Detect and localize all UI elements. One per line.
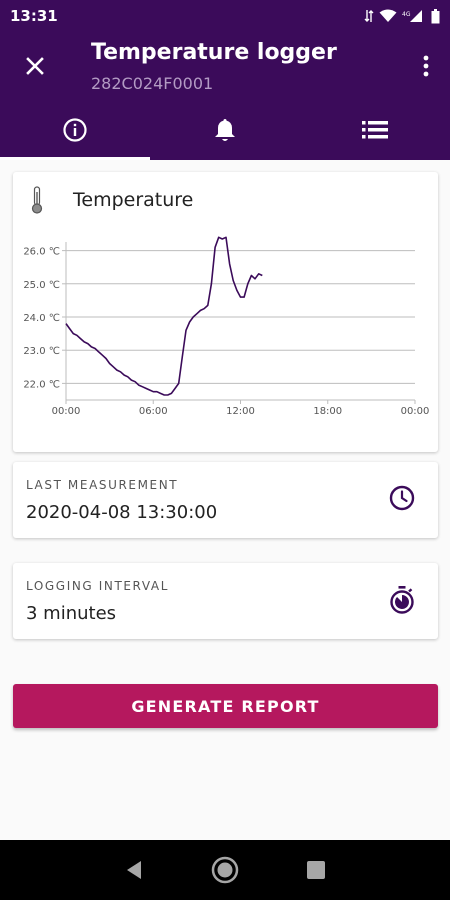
app-bar: Temperature logger 282C024F0001 xyxy=(0,32,450,100)
temperature-card: Temperature 22.0 ℃ 23.0 ℃ 24.0 ℃ 25.0 ℃ 26.0… xyxy=(13,172,438,452)
x-tick-label: 12:00 xyxy=(226,406,255,417)
more-vert-icon xyxy=(423,55,429,77)
close-icon xyxy=(26,57,44,75)
logging-interval-label: LOGGING INTERVAL xyxy=(26,579,169,593)
cell-signal-icon: 4G xyxy=(402,10,422,22)
y-tick-label: 24.0 ℃ xyxy=(23,313,60,324)
x-tick-label: 00:00 xyxy=(401,406,430,417)
generate-report-button[interactable]: GENERATE REPORT xyxy=(13,684,438,728)
temperature-series-line xyxy=(65,236,263,396)
logging-interval-card: LOGGING INTERVAL 3 minutes xyxy=(13,563,438,639)
thermometer-icon xyxy=(31,186,43,214)
device-id: 282C024F0001 xyxy=(91,74,214,93)
tab-info[interactable] xyxy=(0,100,150,160)
back-icon[interactable] xyxy=(123,859,145,881)
tab-bar xyxy=(0,100,450,160)
tab-log[interactable] xyxy=(300,100,450,160)
data-transfer-icon xyxy=(364,10,374,22)
logging-interval-value: 3 minutes xyxy=(26,603,117,624)
tab-alarms[interactable] xyxy=(150,100,300,160)
y-tick-label: 26.0 ℃ xyxy=(23,247,60,258)
x-tick-label: 18:00 xyxy=(313,406,342,417)
x-tick-label: 00:00 xyxy=(52,406,81,417)
clock-icon xyxy=(389,485,415,511)
last-measurement-value: 2020-04-08 13:30:00 xyxy=(26,502,218,523)
svg-text:4G: 4G xyxy=(402,11,411,18)
bell-icon xyxy=(215,119,235,141)
y-tick-label: 23.0 ℃ xyxy=(23,346,60,357)
x-tick-label: 06:00 xyxy=(139,406,168,417)
timer-icon xyxy=(390,586,414,614)
status-icons: 4G xyxy=(364,8,440,24)
wifi-icon xyxy=(379,9,397,22)
y-tick-label: 25.0 ℃ xyxy=(23,280,60,291)
status-bar: 13:31 4G xyxy=(0,0,450,32)
page-title: Temperature logger xyxy=(91,40,337,65)
recents-icon[interactable] xyxy=(305,859,327,881)
y-tick-label: 22.0 ℃ xyxy=(23,379,60,390)
close-button[interactable] xyxy=(20,51,50,81)
status-time: 13:31 xyxy=(10,7,58,25)
list-icon xyxy=(362,121,388,139)
info-icon xyxy=(63,118,87,142)
temperature-card-title: Temperature xyxy=(73,189,194,211)
navigation-bar xyxy=(0,840,450,900)
last-measurement-card: LAST MEASUREMENT 2020-04-08 13:30:00 xyxy=(13,462,438,538)
battery-icon xyxy=(431,8,440,23)
last-measurement-label: LAST MEASUREMENT xyxy=(26,478,179,492)
more-options-button[interactable] xyxy=(414,51,438,81)
home-icon[interactable] xyxy=(211,856,239,884)
temperature-chart: 22.0 ℃ 23.0 ℃ 24.0 ℃ 25.0 ℃ 26.0 ℃ 00:00 06:00… xyxy=(23,236,430,417)
temperature-card-header: Temperature xyxy=(31,186,193,214)
